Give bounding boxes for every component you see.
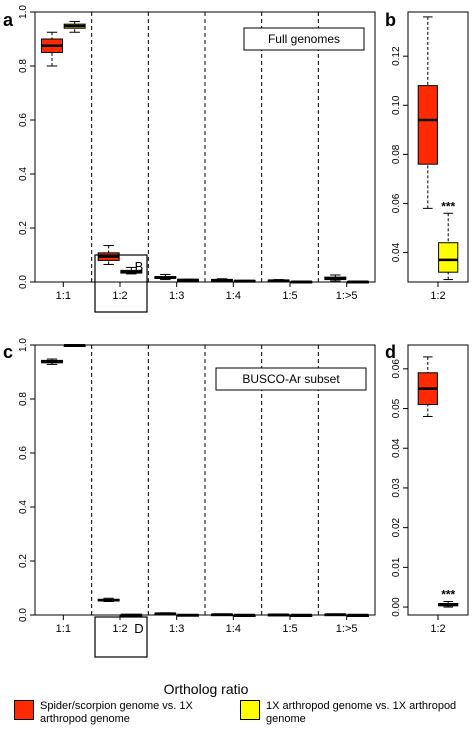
panel-letter-a: a: [3, 10, 14, 30]
box-arthropod-1:1: [63, 344, 86, 347]
annotation-box: [243, 27, 365, 51]
x-axis-label: Ortholog ratio: [164, 681, 249, 697]
annotation-box: [215, 367, 367, 391]
y-tick-label: 0.00: [391, 597, 402, 617]
y-tick-label: 0.6: [18, 446, 29, 460]
x-tick-label: 1:1: [56, 623, 71, 635]
legend-swatch-spider: [14, 700, 34, 720]
y-tick-label: 0.06: [391, 193, 402, 213]
box-arthropod-1:2: [120, 266, 143, 275]
y-tick-label: 0.02: [391, 517, 402, 537]
legend-spider: Spider/scorpion genome vs. 1X arthropod …: [14, 700, 229, 726]
annotation-label: BUSCO-Ar subset: [242, 372, 340, 386]
y-tick-label: 1.0: [18, 5, 29, 19]
box-spider-1:4: [211, 613, 233, 617]
y-tick-label: 0.0: [18, 608, 29, 622]
y-tick-label: 0.04: [391, 438, 402, 458]
y-tick-label: 0.0: [18, 275, 29, 289]
inset-label: D: [134, 621, 143, 636]
y-tick-label: 0.6: [18, 113, 29, 127]
x-tick-label: 1:4: [226, 623, 241, 635]
box-arthropod-1:3: [177, 613, 199, 617]
box-spider-1:1: [41, 358, 63, 365]
box-arthropod-1:5: [290, 613, 313, 617]
inset-box: [94, 616, 148, 658]
x-tick-label: 1:2: [112, 623, 127, 635]
box-iqr: [417, 85, 438, 165]
panel-b: b 0.04 0.06 0.08 0.10 0.12 1:2 ***: [385, 10, 469, 302]
x-tick-label: 1:5: [282, 623, 297, 635]
box-spider-1:2: [97, 245, 120, 265]
ortholog-ratio-figure: a 0.0 0.2 0.4 0.6 0.8 1.0 1:1 1:2 1:3 1:4 1:5 1:>5 Fu…: [3, 5, 469, 697]
y-tick-label: 1.0: [18, 338, 29, 352]
x-tick-label: 1:>5: [336, 623, 358, 635]
y-tick-label: 0.2: [18, 221, 29, 235]
y-tick-label: 0.8: [18, 59, 29, 73]
y-tick-label: 0.05: [391, 398, 402, 418]
panel-d: d 0.00 0.01 0.02 0.03 0.04 0.05 0.06 1:2 ***: [385, 342, 469, 635]
x-tick-label: 1:2: [112, 290, 127, 302]
inset-label: B: [135, 259, 144, 274]
box-iqr: [438, 242, 459, 273]
box-arthropod-1:>5: [347, 613, 369, 617]
annotation-label: Full genomes: [268, 32, 340, 46]
x-tick-label: 1:2: [430, 623, 445, 635]
y-tick-label: 0.04: [391, 242, 402, 262]
plot-frame-d: [407, 344, 469, 616]
y-tick-label: 0.01: [391, 557, 402, 577]
panel-a: a 0.0 0.2 0.4 0.6 0.8 1.0 1:1 1:2 1:3 1:4 1:5 1:>5 Fu…: [3, 5, 376, 313]
y-tick-label: 0.03: [391, 478, 402, 498]
x-tick-label: 1:2: [430, 290, 445, 302]
legend-arthropod: 1X arthropod genome vs. 1X arthropod gen…: [240, 700, 465, 726]
y-tick-label: 0.4: [18, 167, 29, 181]
box-spider-1:2: [417, 16, 438, 209]
box-arthropod-1:3: [177, 278, 199, 282]
box-arthropod-1:>5: [347, 280, 369, 284]
box-arthropod-1:2: [438, 212, 459, 281]
x-tick-label: 1:>5: [336, 290, 358, 302]
box-spider-1:5: [267, 613, 290, 617]
x-tick-label: 1:1: [56, 290, 71, 302]
y-tick-label: 0.2: [18, 554, 29, 568]
x-tick-label: 1:3: [169, 623, 184, 635]
box-spider-1:>5: [324, 613, 347, 617]
legend-label-arthropod: 1X arthropod genome vs. 1X arthropod gen…: [266, 700, 457, 725]
inset-box: [94, 254, 148, 313]
significance-stars: ***: [441, 588, 455, 602]
legend-label-spider: Spider/scorpion genome vs. 1X arthropod …: [40, 700, 193, 725]
panel-letter-c: c: [3, 342, 13, 362]
box-spider-1:4: [211, 278, 233, 282]
legend-swatch-arthropod: [240, 700, 260, 720]
box-spider-1:2: [417, 356, 438, 417]
box-arthropod-1:1: [63, 20, 86, 33]
y-tick-label: 0.08: [391, 144, 402, 164]
box-arthropod-1:2: [438, 601, 459, 608]
plot-frame-b: [407, 11, 469, 283]
panel-c: c 0.0 0.2 0.4 0.6 0.8 1.0 1:1 1:2 1:3 1:4 1:5 1:>5 BU…: [3, 338, 376, 658]
box-arthropod-1:4: [233, 613, 256, 617]
box-spider-1:3: [154, 273, 177, 281]
box-arthropod-1:4: [233, 279, 256, 283]
y-tick-label: 0.12: [391, 46, 402, 66]
y-tick-label: 0.4: [18, 500, 29, 514]
box-spider-1:>5: [324, 274, 347, 282]
box-spider-1:2: [97, 597, 120, 602]
y-tick-label: 0.10: [391, 95, 402, 115]
x-tick-label: 1:3: [169, 290, 184, 302]
x-tick-label: 1:5: [282, 290, 297, 302]
box-spider-1:3: [154, 612, 177, 616]
panel-letter-d: d: [385, 342, 396, 362]
box-spider-1:5: [267, 279, 290, 283]
y-tick-label: 0.8: [18, 392, 29, 406]
panel-letter-b: b: [385, 10, 396, 30]
y-tick-label: 0.06: [391, 359, 402, 379]
box-arthropod-1:5: [290, 280, 313, 284]
box-arthropod-1:2: [120, 613, 143, 617]
x-tick-label: 1:4: [226, 290, 241, 302]
box-spider-1:1: [41, 31, 63, 67]
significance-stars: ***: [441, 199, 455, 213]
